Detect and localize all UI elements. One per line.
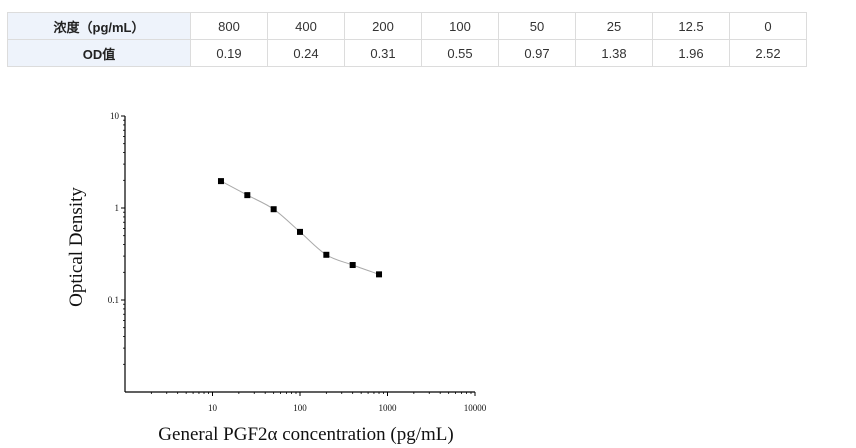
data-point — [376, 271, 383, 278]
table-cell: 0.97 — [498, 39, 576, 67]
y-axis-title: Optical Density — [66, 187, 87, 307]
table-cell: 1.38 — [575, 39, 653, 67]
table-cell: 400 — [267, 12, 345, 40]
x-tick-label: 1000 — [379, 403, 398, 413]
data-point — [323, 251, 330, 258]
data-point — [297, 228, 303, 235]
y-tick-label: 0.1 — [108, 295, 119, 305]
standard-curve-table: 浓度（pg/mL） 800 400 200 100 50 25 12.5 0 O… — [7, 12, 807, 67]
table-cell: 1.96 — [652, 39, 730, 67]
x-tick-label: 100 — [293, 403, 307, 413]
table-cell: 50 — [498, 12, 576, 40]
table-cell: 2.52 — [729, 39, 807, 67]
x-tick-label: 10 — [208, 403, 218, 413]
table-cell: 0.31 — [344, 39, 422, 67]
table-cell: 800 — [190, 12, 268, 40]
table-cell: 100 — [421, 12, 499, 40]
concentration-header: 浓度（pg/mL） — [7, 12, 191, 40]
x-tick-label: 10000 — [464, 403, 487, 413]
table-cell: 0.19 — [190, 39, 268, 67]
data-point — [270, 206, 277, 213]
y-tick-label: 1 — [115, 203, 120, 213]
table-cell: 25 — [575, 12, 653, 40]
table-row: 浓度（pg/mL） 800 400 200 100 50 25 12.5 0 — [7, 12, 807, 40]
chart-axes — [124, 116, 475, 393]
od-header: OD值 — [7, 39, 191, 67]
table-cell: 0.24 — [267, 39, 345, 67]
y-tick-label: 10 — [110, 111, 120, 121]
table-cell: 0 — [729, 12, 807, 40]
data-point — [349, 262, 356, 269]
table-cell: 0.55 — [421, 39, 499, 67]
data-points — [217, 178, 383, 278]
data-point — [217, 178, 224, 185]
table-row: OD值 0.19 0.24 0.31 0.55 0.97 1.38 1.96 2… — [7, 39, 807, 67]
x-axis-title: General PGF2α concentration (pg/mL) — [158, 424, 453, 445]
chart-ticks: 10 1 0.1 10 100 1000 10000 — [108, 111, 487, 413]
data-point — [244, 192, 251, 199]
